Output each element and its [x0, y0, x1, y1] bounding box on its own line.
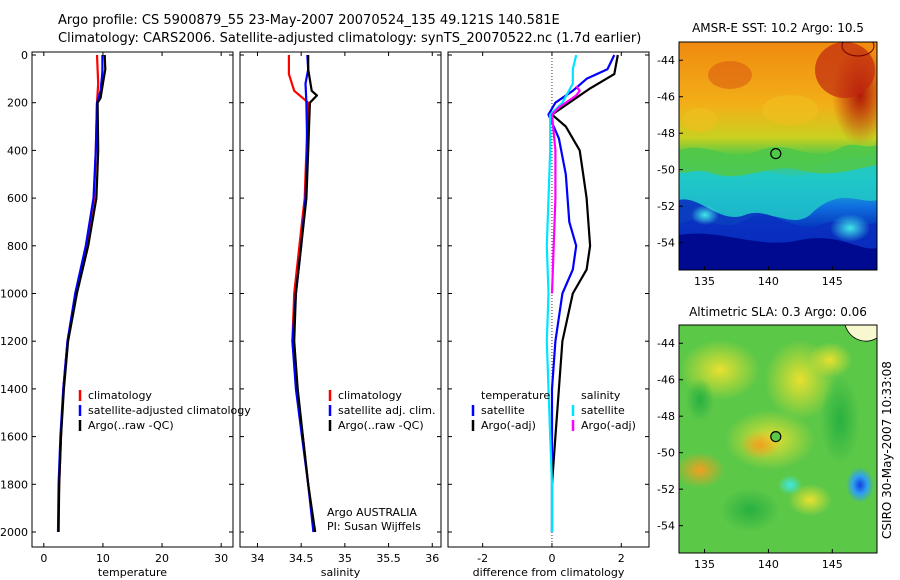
x-axis-label: difference from climatology [473, 566, 625, 579]
legend-label: Argo(-adj) [581, 419, 636, 432]
sst-map-image [679, 42, 877, 270]
series-salinity-satellite [545, 54, 578, 532]
series-climatology [287, 55, 316, 533]
x-tick-label: -2 [477, 552, 488, 565]
sst-map-panel: AMSR-E SST: 10.2 Argo: 10.5 135 140 145 -44… [657, 21, 878, 288]
series-temperature-argo-adj- [550, 54, 619, 532]
y-tick-label: -54 [657, 237, 675, 250]
series-satellite-adjusted-climatology [56, 55, 104, 533]
legend-label: satellite-adjusted climatology [88, 404, 251, 417]
sla-map-title: Altimetric SLA: 0.3 Argo: 0.06 [689, 305, 867, 319]
y-tick-label: 2000 [0, 526, 28, 539]
legend-label: satellite [481, 404, 525, 417]
y-tick-label: -44 [657, 337, 675, 350]
y-tick-label: 600 [7, 192, 28, 205]
y-tick-label: 1600 [0, 431, 28, 444]
y-tick-label: -48 [657, 127, 675, 140]
side-caption: CSIRO 30-May-2007 10:33:08 [880, 361, 894, 539]
y-tick-label: -54 [657, 520, 675, 533]
y-tick-label: 1000 [0, 288, 28, 301]
x-tick-label: 140 [758, 558, 779, 571]
salinity-panel: 34 34.5 35 35.5 36 salinity climatology satelli… [239, 51, 442, 579]
series-argo-raw-qc- [57, 54, 107, 533]
sla-map-axes: 135 140 145 -44 -46 -48 -50 -52 -54 [657, 337, 843, 571]
series-temperature-satellite [547, 54, 616, 532]
y-tick-label: -48 [657, 410, 675, 423]
x-tick-label: 34.5 [289, 552, 314, 565]
legend-group-title: salinity [581, 389, 621, 402]
x-tick-label: 34 [250, 552, 264, 565]
plot-frame [447, 51, 650, 548]
legend-label: Argo(..raw -QC) [338, 419, 424, 432]
y-tick-label: -46 [657, 374, 675, 387]
legend-label: Argo(..raw -QC) [88, 419, 174, 432]
x-tick-label: 30 [214, 552, 228, 565]
legend-label: satellite [581, 404, 625, 417]
sla-map-panel: Altimetric SLA: 0.3 Argo: 0.06 135 140 145… [657, 305, 878, 571]
y-tick-label: -52 [657, 483, 675, 496]
temperature-panel: 0 200 400 600 800 1000 1200 1400 1600 1800 2000 0 10… [0, 49, 251, 579]
x-tick-label: 0 [40, 552, 47, 565]
x-tick-label: 145 [822, 558, 843, 571]
y-tick-label: 800 [7, 240, 28, 253]
x-tick-label: 2 [618, 552, 625, 565]
y-tick-label: -46 [657, 91, 675, 104]
legend-label: Argo(-adj) [481, 419, 536, 432]
annotation-text: PI: Susan Wijffels [327, 520, 421, 533]
x-tick-label: 135 [694, 558, 715, 571]
x-axis-label: temperature [98, 566, 167, 579]
series-argo-raw-qc- [293, 55, 318, 533]
x-tick-label: 20 [155, 552, 169, 565]
x-axis-label: salinity [321, 566, 361, 579]
series-salinity-argo-adj- [550, 85, 581, 294]
title-line-1: Argo profile: CS 5900879_55 23-May-2007 … [58, 13, 560, 28]
y-tick-label: -44 [657, 54, 675, 67]
y-tick-label: 1400 [0, 383, 28, 396]
legend-group-title: temperature [481, 389, 550, 402]
sst-map-axes: 135 140 145 -44 -46 -48 -50 -52 -54 [657, 54, 843, 288]
legend-label: satellite adj. clim. [338, 404, 435, 417]
x-tick-label: 135 [694, 275, 715, 288]
sst-map-title: AMSR-E SST: 10.2 Argo: 10.5 [692, 21, 864, 35]
x-tick-label: 36 [425, 552, 439, 565]
y-tick-label: 1200 [0, 335, 28, 348]
x-tick-label: 10 [96, 552, 110, 565]
float-position-marker [770, 148, 782, 160]
float-position-marker [770, 431, 782, 443]
plot-frame [31, 51, 234, 548]
y-tick-label: 1800 [0, 478, 28, 491]
y-tick-label: -52 [657, 200, 675, 213]
x-tick-label: 140 [758, 275, 779, 288]
legend-label: climatology [88, 389, 152, 402]
annotation-text: Argo AUSTRALIA [327, 506, 417, 519]
x-tick-label: 145 [822, 275, 843, 288]
y-tick-label: 400 [7, 144, 28, 157]
y-tick-label: -50 [657, 164, 675, 177]
y-tick-label: 200 [7, 97, 28, 110]
x-tick-label: 0 [548, 552, 555, 565]
x-tick-label: 35 [338, 552, 352, 565]
x-tick-label: 35.5 [376, 552, 401, 565]
plot-frame [239, 51, 442, 548]
y-tick-label: 0 [21, 49, 28, 62]
y-tick-label: -50 [657, 447, 675, 460]
legend-label: climatology [338, 389, 402, 402]
title-line-2: Climatology: CARS2006. Satellite-adjuste… [58, 31, 641, 46]
